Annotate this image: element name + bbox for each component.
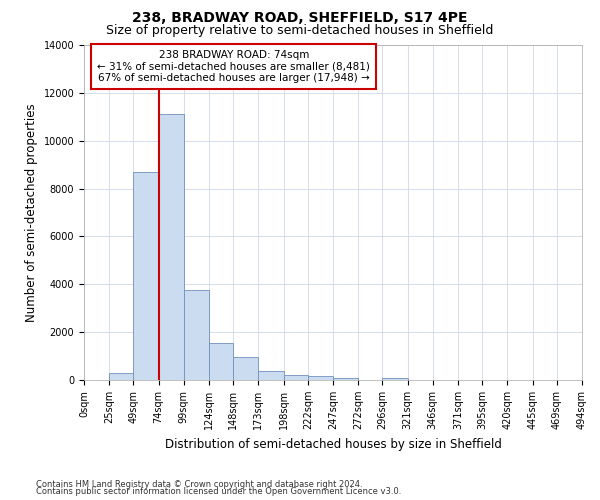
Text: Contains public sector information licensed under the Open Government Licence v3: Contains public sector information licen… <box>36 488 401 496</box>
X-axis label: Distribution of semi-detached houses by size in Sheffield: Distribution of semi-detached houses by … <box>164 438 502 450</box>
Bar <box>382 378 407 380</box>
Bar <box>158 114 184 380</box>
Text: Size of property relative to semi-detached houses in Sheffield: Size of property relative to semi-detach… <box>106 24 494 37</box>
Bar <box>133 172 158 380</box>
Bar <box>259 371 284 380</box>
Bar <box>184 290 209 380</box>
Bar <box>284 374 308 380</box>
Bar <box>333 378 358 380</box>
Bar <box>209 343 233 380</box>
Text: 238 BRADWAY ROAD: 74sqm
← 31% of semi-detached houses are smaller (8,481)
67% of: 238 BRADWAY ROAD: 74sqm ← 31% of semi-de… <box>97 50 370 83</box>
Bar <box>109 373 133 380</box>
Text: 238, BRADWAY ROAD, SHEFFIELD, S17 4PE: 238, BRADWAY ROAD, SHEFFIELD, S17 4PE <box>132 11 468 25</box>
Bar <box>308 376 333 380</box>
Bar <box>233 358 259 380</box>
Text: Contains HM Land Registry data © Crown copyright and database right 2024.: Contains HM Land Registry data © Crown c… <box>36 480 362 489</box>
Y-axis label: Number of semi-detached properties: Number of semi-detached properties <box>25 103 38 322</box>
